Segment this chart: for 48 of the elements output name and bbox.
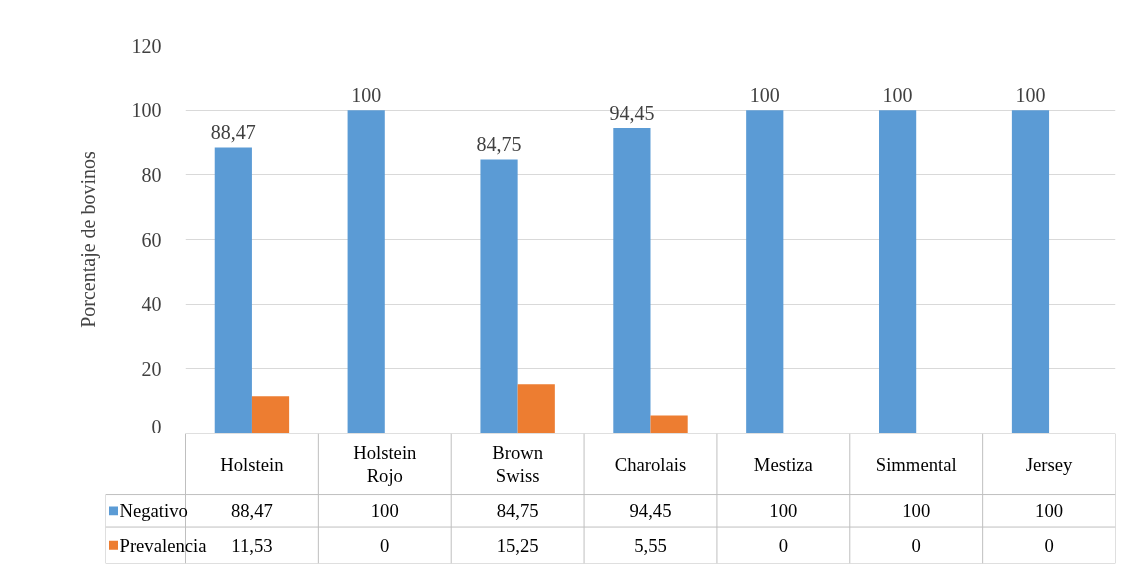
- data-label: 94,45: [629, 500, 672, 522]
- data-label: 11,53: [231, 534, 273, 556]
- y-tick-label: 60: [141, 228, 162, 251]
- y-axis-title: Porcentaje de bovinos: [76, 150, 100, 328]
- data-label: 100: [370, 500, 399, 522]
- bar: [879, 110, 917, 433]
- legend-label: Negativo: [119, 500, 188, 522]
- annotation: 100: [882, 84, 913, 107]
- y-tick-label: 80: [141, 163, 162, 186]
- bar: [251, 396, 290, 433]
- annotation: 100: [351, 84, 382, 107]
- data-label: 15,25: [496, 534, 539, 556]
- annotation: 94,45: [609, 102, 655, 125]
- annotation: 84,75: [476, 133, 522, 156]
- data-label: 0: [1044, 534, 1054, 556]
- data-label: 100: [769, 500, 798, 522]
- annotation: 100: [749, 84, 780, 107]
- bar: [517, 384, 555, 433]
- annotation: 100: [1015, 84, 1046, 107]
- y-tick-label: 100: [131, 99, 162, 122]
- data-label: 84,75: [496, 500, 539, 522]
- x-tick-label: Simmental: [875, 453, 957, 475]
- data-label: 88,47: [230, 500, 273, 522]
- data-label: 0: [778, 534, 789, 556]
- legend-label: Prevalencia: [119, 534, 208, 556]
- bar: [347, 110, 385, 433]
- y-tick-label: 0: [151, 415, 162, 438]
- x-tick-label: Brown Swiss: [492, 441, 544, 487]
- data-label: 0: [911, 534, 921, 556]
- bar: [1011, 110, 1050, 433]
- bar: [480, 159, 518, 433]
- annotation: 88,47: [210, 121, 256, 144]
- y-tick-label: 120: [131, 34, 162, 57]
- data-label: 100: [1035, 500, 1064, 522]
- data-label: 5,55: [634, 534, 667, 556]
- bar: [613, 128, 651, 433]
- x-tick-label: Charolais: [614, 453, 687, 475]
- y-tick-label: 40: [141, 293, 162, 316]
- y-tick-label: 20: [141, 357, 162, 380]
- data-label: 100: [902, 500, 931, 522]
- x-tick-label: Holstein: [220, 453, 285, 475]
- x-tick-label: Holstein Rojo: [353, 441, 418, 487]
- x-tick-label: Jersey: [1025, 453, 1074, 475]
- bar: [214, 147, 252, 433]
- bar: [650, 415, 688, 433]
- data-label: 0: [380, 534, 390, 556]
- x-tick-label: Mestiza: [753, 453, 814, 475]
- bar: [746, 110, 784, 433]
